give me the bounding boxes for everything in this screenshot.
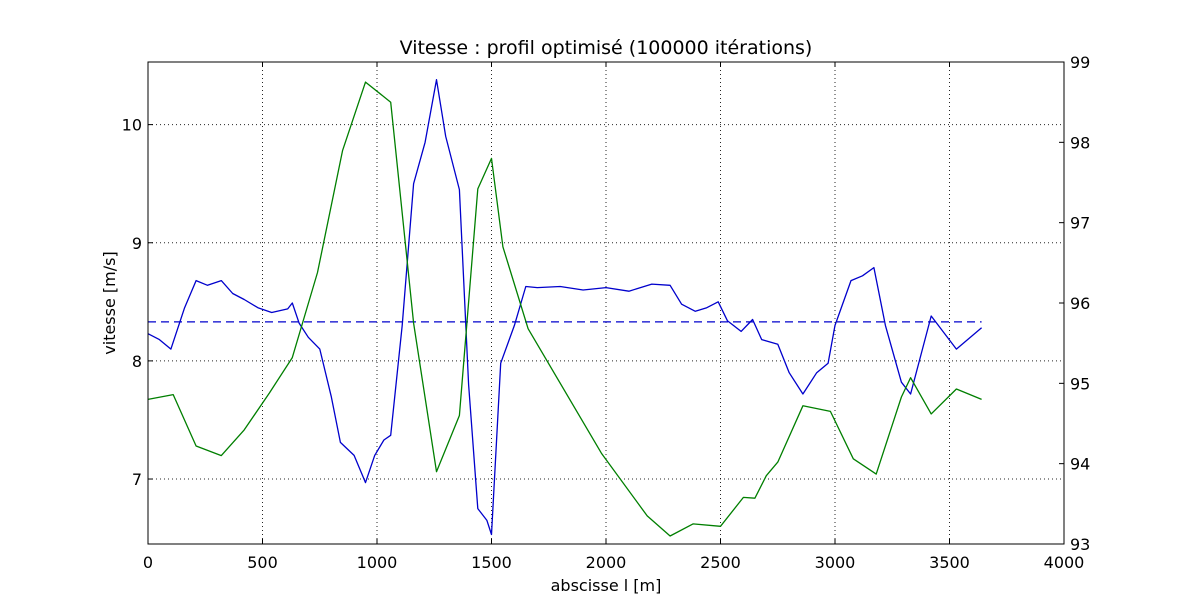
series-layer [147, 79, 983, 537]
y2-tick-label: 98 [1070, 133, 1090, 152]
y2-tick-label: 93 [1070, 535, 1090, 554]
x-tick-label: 2000 [586, 553, 627, 572]
y-axis-title: vitesse [m/s] [100, 251, 119, 354]
y2-tick-label: 94 [1070, 455, 1090, 474]
chart-title: Vitesse : profil optimisé (100000 itérat… [400, 37, 813, 59]
x-tick-label: 2500 [700, 553, 741, 572]
y-tick-label: 10 [122, 116, 142, 135]
y2-tick-label: 97 [1070, 214, 1090, 233]
y2-tick-label: 96 [1070, 294, 1090, 313]
x-axis-title: abscisse l [m] [551, 576, 662, 595]
y-tick-label: 7 [132, 470, 142, 489]
x-tick-label: 0 [143, 553, 153, 572]
y2-tick-label: 99 [1070, 53, 1090, 72]
grid-layer [148, 62, 1064, 544]
y2-tick-label: 95 [1070, 374, 1090, 393]
x-tick-label: 1500 [471, 553, 512, 572]
x-tick-label: 1000 [357, 553, 398, 572]
tick-layer: 0 500 1000 1500 2000 2500 3000 3500 4000 7 8 9 10 93 9… [122, 53, 1091, 572]
y-tick-label: 8 [132, 352, 142, 371]
x-tick-label: 3000 [815, 553, 856, 572]
y-tick-label: 9 [132, 234, 142, 253]
speed-series-line [147, 79, 983, 536]
x-tick-label: 500 [247, 553, 278, 572]
x-tick-label: 4000 [1044, 553, 1085, 572]
x-tick-label: 3500 [929, 553, 970, 572]
right-axis-series-line [147, 81, 982, 537]
